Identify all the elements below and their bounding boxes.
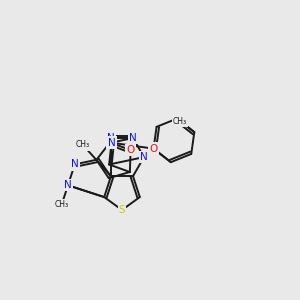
Text: N: N [64,180,72,190]
Text: O: O [149,144,158,154]
Text: CH₃: CH₃ [76,140,90,149]
Text: S: S [119,205,125,215]
Text: N: N [108,138,116,148]
Text: O: O [127,145,135,155]
Text: CH₃: CH₃ [173,117,187,126]
Text: N: N [107,133,115,143]
Text: N: N [71,159,79,170]
Text: CH₃: CH₃ [55,200,69,209]
Text: N: N [140,152,148,162]
Text: N: N [129,133,137,143]
